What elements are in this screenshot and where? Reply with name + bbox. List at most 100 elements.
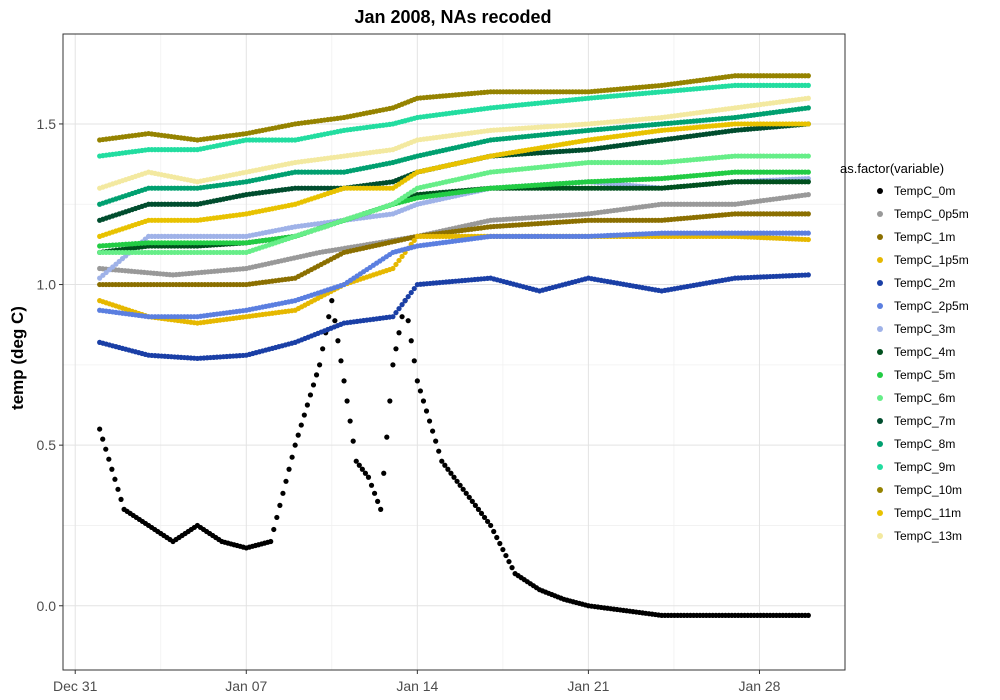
data-point <box>274 514 280 521</box>
data-point <box>478 510 485 517</box>
legend-item: TempC_11m <box>877 506 961 520</box>
legend-key <box>877 257 883 263</box>
data-point <box>405 318 411 324</box>
data-point <box>805 121 811 127</box>
series-TempC_2m <box>97 272 811 362</box>
chart-title: Jan 2008, NAs recoded <box>354 7 551 27</box>
data-point <box>469 498 475 504</box>
data-point <box>393 261 399 268</box>
series-TempC_6m <box>97 153 811 256</box>
data-point <box>497 540 503 547</box>
data-point <box>448 470 454 476</box>
data-point <box>426 418 433 424</box>
data-point <box>466 494 472 500</box>
data-point <box>112 476 118 482</box>
legend-label: TempC_1p5m <box>894 253 969 267</box>
legend-label: TempC_4m <box>894 345 955 359</box>
legend-label: TempC_8m <box>894 437 955 451</box>
data-point <box>423 408 430 414</box>
data-point <box>805 236 811 243</box>
data-point <box>396 306 402 312</box>
data-point <box>295 432 301 438</box>
legend-item: TempC_10m <box>877 483 962 497</box>
data-point <box>805 95 811 101</box>
data-point <box>329 298 335 304</box>
data-point <box>420 398 427 404</box>
legend-label: TempC_2p5m <box>894 299 969 313</box>
y-tick-label: 1.0 <box>37 277 57 293</box>
legend-item: TempC_1m <box>877 230 955 244</box>
legend: as.factor(variable) TempC_0mTempC_0p5mTe… <box>840 161 969 543</box>
y-axis-label: temp (deg C) <box>8 306 27 410</box>
data-point <box>805 169 811 175</box>
data-point <box>313 372 320 378</box>
x-tick-label: Jan 21 <box>567 678 609 694</box>
x-tick-label: Dec 31 <box>53 678 98 694</box>
data-point <box>433 438 439 444</box>
data-point <box>268 538 274 545</box>
data-point <box>271 526 277 533</box>
legend-items: TempC_0m TempC_0p5m TempC_1m TempC_1p5m Temp… <box>877 184 969 543</box>
y-tick-label: 1.5 <box>37 116 57 132</box>
legend-label: TempC_5m <box>894 368 955 382</box>
legend-item: TempC_13m <box>877 529 962 543</box>
legend-key <box>877 464 883 470</box>
data-point <box>365 474 372 480</box>
legend-item: TempC_2p5m <box>877 299 969 313</box>
data-point <box>286 466 292 472</box>
data-point <box>396 330 402 336</box>
legend-key <box>877 303 883 309</box>
data-point <box>805 153 811 159</box>
legend-item: TempC_5m <box>877 368 955 382</box>
data-point <box>445 466 451 472</box>
data-point <box>390 265 396 272</box>
data-point <box>387 398 393 404</box>
data-point <box>405 293 411 300</box>
legend-label: TempC_9m <box>894 460 955 474</box>
data-point <box>298 422 304 428</box>
legend-label: TempC_0m <box>894 184 955 198</box>
data-point <box>506 558 512 565</box>
data-point <box>338 358 344 364</box>
legend-key <box>877 372 883 378</box>
plot-points <box>97 73 811 618</box>
series-TempC_1m <box>97 211 811 288</box>
data-point <box>356 462 362 468</box>
data-point <box>353 458 359 464</box>
data-point <box>485 518 491 525</box>
data-point <box>350 438 356 444</box>
data-point <box>805 82 811 88</box>
data-point <box>289 454 295 460</box>
data-point <box>805 230 811 236</box>
data-point <box>805 179 811 185</box>
data-point <box>310 382 317 388</box>
legend-key <box>877 280 883 286</box>
data-point <box>283 478 289 484</box>
data-point <box>805 211 811 217</box>
legend-key <box>877 211 883 217</box>
legend-label: TempC_11m <box>894 506 961 520</box>
data-point <box>439 458 445 464</box>
legend-key <box>877 349 883 355</box>
data-point <box>106 456 112 462</box>
data-point <box>503 552 509 559</box>
data-point <box>436 448 442 454</box>
legend-key <box>877 326 883 332</box>
x-tick-label: Jan 28 <box>738 678 780 694</box>
legend-item: TempC_1p5m <box>877 253 969 267</box>
legend-item: TempC_2m <box>877 276 955 290</box>
data-point <box>408 338 414 344</box>
data-point <box>97 426 103 432</box>
data-point <box>402 298 408 304</box>
data-point <box>292 442 298 448</box>
data-point <box>393 310 399 316</box>
legend-label: TempC_10m <box>894 483 962 497</box>
data-point <box>408 289 414 296</box>
legend-label: TempC_6m <box>894 391 955 405</box>
legend-item: TempC_6m <box>877 391 955 405</box>
data-point <box>359 466 365 472</box>
data-point <box>414 378 420 384</box>
data-point <box>277 502 283 508</box>
data-point <box>442 462 448 468</box>
y-tick-label: 0.5 <box>37 437 57 453</box>
